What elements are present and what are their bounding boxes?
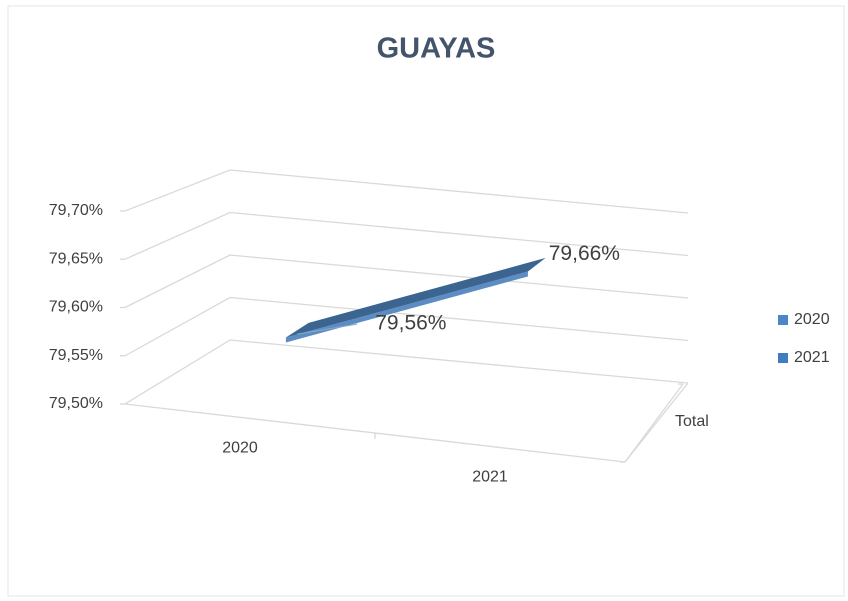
legend-swatch [778, 353, 788, 363]
y-tick-label: 79,55% [49, 347, 103, 364]
x-tick-label: 2021 [472, 469, 508, 486]
legend-label: 2020 [794, 311, 830, 328]
depth-axis [624, 383, 684, 463]
x-tick-label: 2020 [222, 440, 258, 457]
grid-line [124, 254, 689, 309]
y-tick-label: 79,70% [49, 202, 103, 219]
ribbon-front [285, 271, 528, 343]
leader-line [297, 323, 358, 335]
depth-label: Total [675, 413, 709, 430]
ribbon-top [285, 257, 546, 338]
legend-swatch [778, 315, 788, 325]
grid-line [124, 211, 689, 260]
data-label: 79,66% [549, 242, 620, 265]
data-label: 79,56% [375, 312, 446, 335]
grid-line [124, 339, 689, 405]
y-tick-label: 79,65% [49, 250, 103, 267]
legend-label: 2021 [794, 349, 830, 366]
grid-line [124, 169, 689, 214]
y-tick-label: 79,50% [49, 395, 103, 412]
chart-title: GUAYAS [377, 33, 496, 65]
y-tick-label: 79,60% [49, 299, 103, 316]
grid-line [124, 296, 689, 357]
